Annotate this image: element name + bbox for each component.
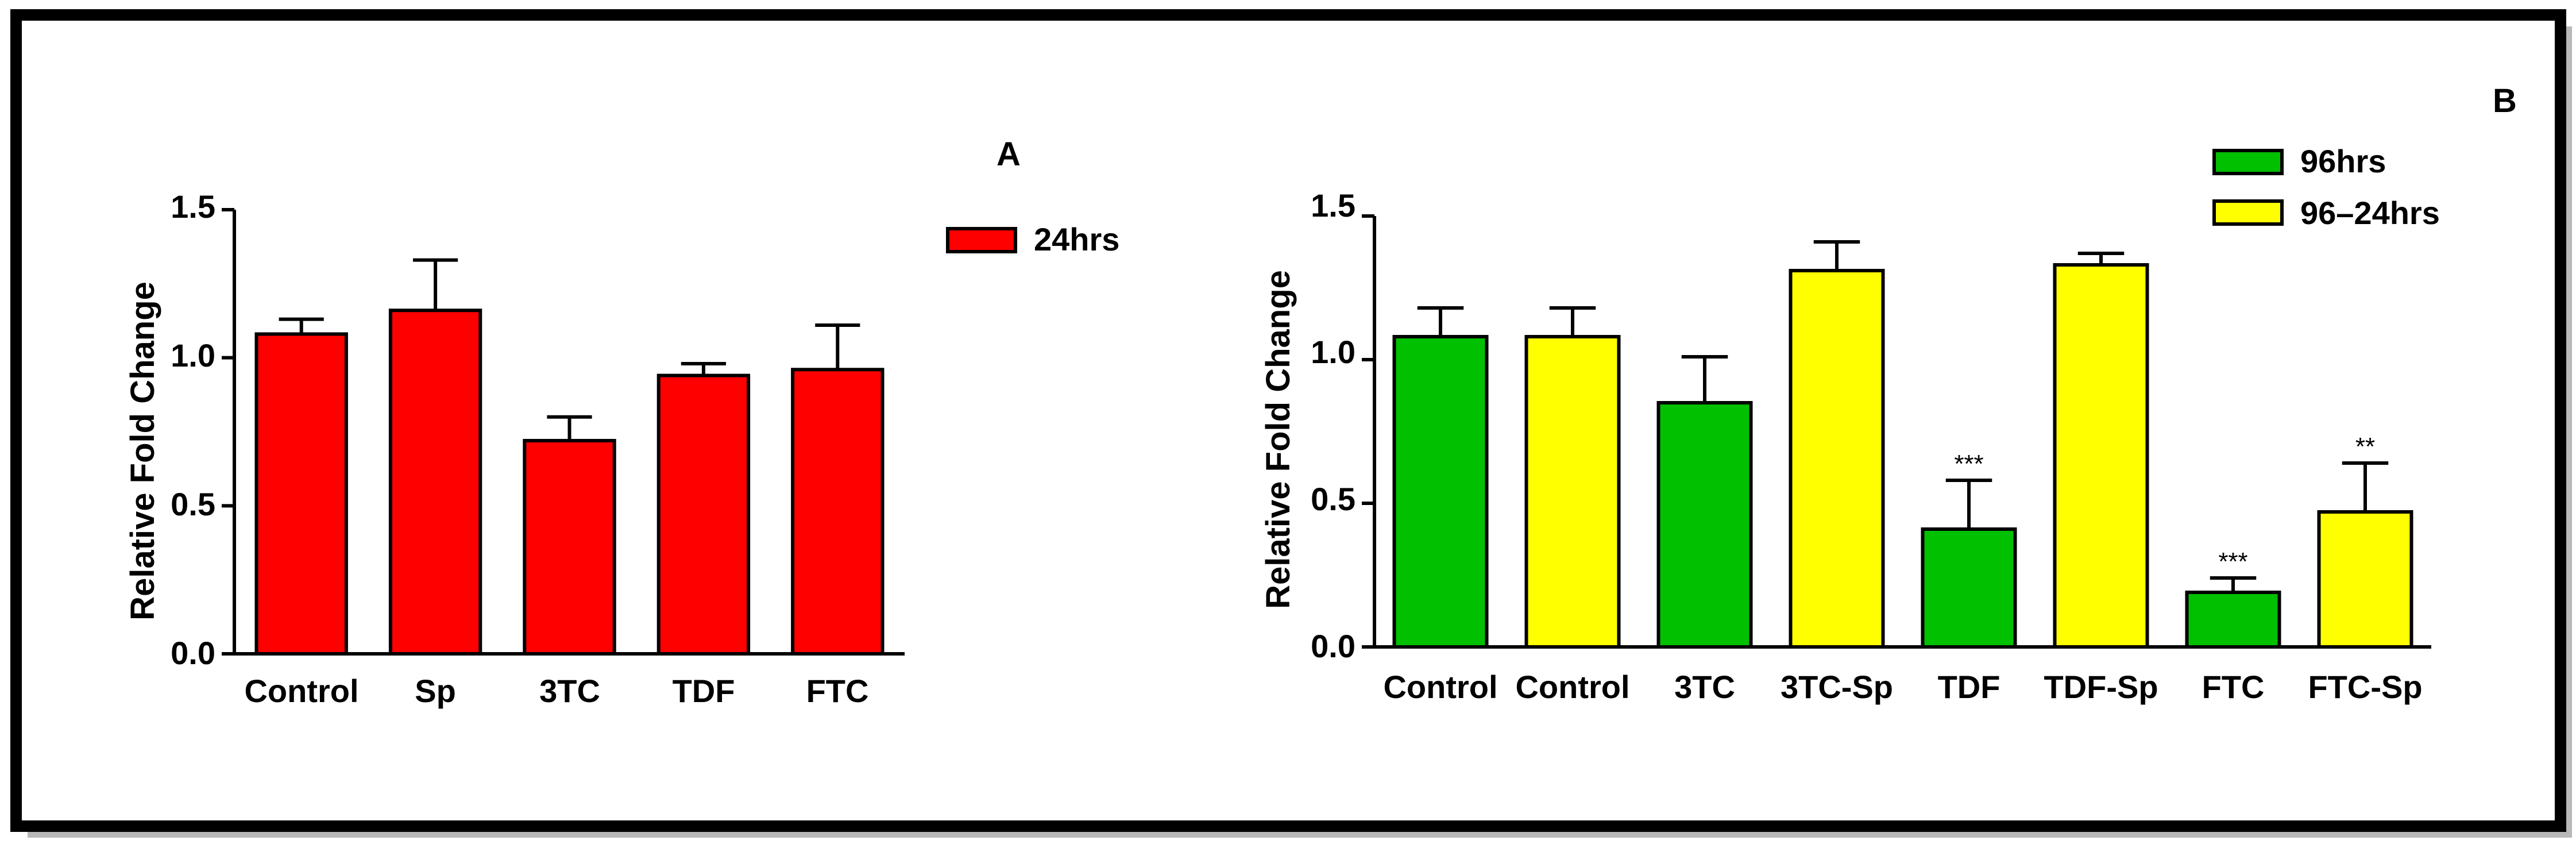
chart-b-ylabel: Relative Fold Change bbox=[1260, 270, 1297, 609]
chart-b-xtick-label: Control bbox=[1383, 669, 1497, 705]
chart-b-bar bbox=[1524, 335, 1621, 649]
chart-b-yticks: 0.0 0.5 1.0 1.5 bbox=[1311, 187, 1355, 664]
chart-a-xtick-label: Sp bbox=[415, 673, 456, 709]
chart-b-bar bbox=[1656, 401, 1753, 649]
chart-a-legend-label: 24hrs bbox=[1034, 221, 1119, 257]
chart-b-bar bbox=[2317, 510, 2413, 649]
chart-b-significance-label: *** bbox=[2218, 548, 2247, 576]
chart-b-panel-label: B bbox=[2493, 82, 2517, 120]
chart-a-xtick-label: 3TC bbox=[539, 673, 600, 709]
chart-a-xtick-label: FTC bbox=[806, 673, 869, 709]
chart-a-ytick-label: 0.0 bbox=[171, 635, 215, 671]
chart-b-bar bbox=[1392, 335, 1489, 649]
chart-b-ytick-label: 1.0 bbox=[1311, 334, 1355, 370]
chart-a-xtick-label: Control bbox=[244, 673, 358, 709]
chart-a-panel-label: A bbox=[997, 136, 1021, 173]
chart-b-significance-label: ** bbox=[2355, 433, 2375, 461]
chart-b-xtick-label: FTC-Sp bbox=[2308, 669, 2422, 705]
chart-a-legend-swatch bbox=[946, 227, 1017, 253]
chart-b-ytick-label: 1.5 bbox=[1311, 187, 1355, 223]
chart-a-bars bbox=[222, 208, 905, 656]
chart-b-legend-swatch bbox=[2212, 199, 2284, 226]
chart-b-ytick-label: 0.5 bbox=[1311, 481, 1355, 517]
chart-a-xtick-label: TDF bbox=[673, 673, 735, 709]
chart-a-bar bbox=[523, 438, 616, 656]
chart-a-legend: 24hrs bbox=[946, 221, 1119, 257]
chart-b-xtick-label: 3TC bbox=[1674, 669, 1735, 705]
chart-b: B Relative Fold Change 0.0 0.5 1.0 1.5 C… bbox=[1260, 82, 2517, 705]
chart-a-ytick-label: 1.5 bbox=[171, 188, 215, 225]
chart-b-legend-label: 96hrs bbox=[2300, 143, 2386, 179]
chart-a-ytick-label: 1.0 bbox=[171, 337, 215, 373]
chart-b-xtick-label: TDF-Sp bbox=[2044, 669, 2158, 705]
chart-b-bar bbox=[2053, 263, 2149, 649]
chart-b-xtick-label: TDF bbox=[1938, 669, 2000, 705]
chart-b-xtick-label: FTC bbox=[2202, 669, 2265, 705]
chart-b-xticks: Control Control 3TC 3TC-Sp TDF TDF-Sp FT… bbox=[1383, 669, 2422, 705]
chart-b-xtick-label: 3TC-Sp bbox=[1781, 669, 1893, 705]
chart-a-ytick-label: 0.5 bbox=[171, 486, 215, 522]
chart-b-legend: 96hrs 96–24hrs bbox=[2212, 143, 2440, 231]
chart-a-yticks: 0.0 0.5 1.0 1.5 bbox=[171, 188, 215, 671]
chart-a-bar bbox=[388, 309, 482, 656]
chart-a-bar bbox=[656, 373, 751, 656]
chart-b-bar bbox=[2185, 591, 2281, 649]
chart-a: A Relative Fold Change 0.0 0.5 1.0 1.5 C… bbox=[124, 136, 1119, 709]
chart-a-xticks: Control Sp 3TC TDF FTC bbox=[244, 673, 868, 709]
chart-b-bars: ******** bbox=[1362, 214, 2431, 649]
chart-a-bar bbox=[254, 332, 348, 656]
chart-b-xtick-label: Control bbox=[1515, 669, 1629, 705]
chart-b-bar bbox=[1921, 527, 2017, 649]
chart-b-significance-label: *** bbox=[1954, 450, 1983, 478]
chart-b-ytick-label: 0.0 bbox=[1311, 628, 1355, 664]
chart-b-legend-label: 96–24hrs bbox=[2300, 195, 2440, 231]
chart-a-ylabel: Relative Fold Change bbox=[124, 282, 161, 620]
chart-b-legend-swatch bbox=[2212, 149, 2284, 175]
chart-a-bar bbox=[791, 368, 885, 656]
chart-b-bar bbox=[1789, 269, 1885, 649]
